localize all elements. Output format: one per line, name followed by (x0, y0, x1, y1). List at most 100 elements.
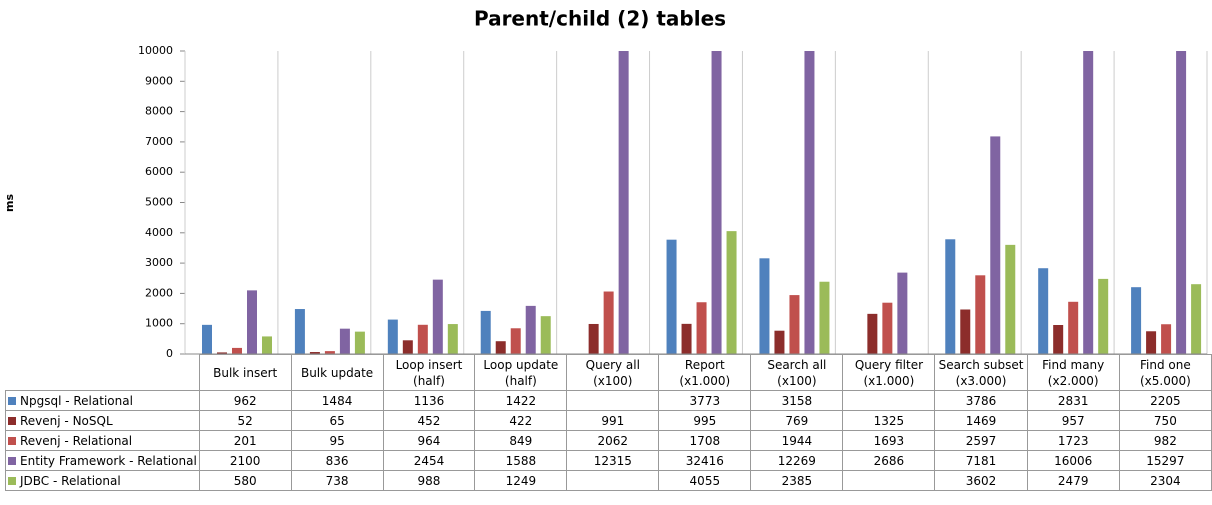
bar (1176, 51, 1187, 354)
bar (804, 51, 815, 354)
bar (1146, 331, 1157, 354)
legend-swatch (8, 437, 16, 445)
table-value: 1693 (842, 430, 936, 451)
bar (588, 323, 599, 354)
table-row: Revenj - Relational 201 95 964 849 2062 1708 19… (5, 430, 1212, 451)
y-tick-label: 9000 (145, 74, 173, 87)
table-value: 3158 (750, 390, 844, 411)
bar (882, 302, 893, 354)
table-value: 1484 (290, 390, 384, 411)
table-value: 1249 (474, 470, 568, 491)
table-value: 95 (290, 430, 384, 451)
bar (1131, 287, 1142, 354)
chart-title: Parent/child (2) tables (474, 7, 726, 31)
y-tick-label: 10000 (138, 44, 173, 57)
category-label: Search all (x100) (750, 354, 844, 391)
bar (819, 281, 830, 354)
table-value: 201 (198, 430, 292, 451)
bar (1005, 244, 1016, 354)
table-value: 52 (198, 410, 292, 431)
table-value: 1588 (474, 450, 568, 471)
table-value (566, 470, 660, 491)
category-label: Report (x1.000) (658, 354, 752, 391)
bar (525, 305, 536, 354)
table-value (842, 390, 936, 411)
table-value: 1723 (1026, 430, 1120, 451)
table-header-row: Bulk insert Bulk update Loop insert (half)… (6, 354, 1212, 391)
y-tick-label: 8000 (145, 105, 173, 118)
bar (510, 328, 521, 354)
bar (945, 239, 956, 354)
table-value: 7181 (934, 450, 1028, 471)
category-label: Find one (x5.000) (1118, 354, 1212, 391)
y-tick-label: 7000 (145, 135, 173, 148)
bar (666, 239, 677, 354)
bar (387, 319, 398, 354)
table-value: 3786 (934, 390, 1028, 411)
bar (432, 279, 443, 354)
table-value: 2062 (566, 430, 660, 451)
legend-entry: Entity Framework - Relational (5, 450, 200, 471)
table-value (566, 390, 660, 411)
data-table: Bulk insert Bulk update Loop insert (half)… (5, 354, 1212, 491)
bar (247, 290, 257, 354)
table-value: 982 (1118, 430, 1212, 451)
table-value: 1708 (658, 430, 752, 451)
bar (417, 324, 428, 354)
table-value: 65 (290, 410, 384, 431)
table-value: 16006 (1026, 450, 1120, 471)
y-tick-label: 2000 (145, 286, 173, 299)
bar (1161, 324, 1172, 354)
legend-label: Revenj - Relational (20, 433, 133, 448)
bar (324, 351, 335, 354)
category-label: Query all (x100) (566, 354, 660, 391)
bar (1053, 325, 1064, 354)
y-tick-label: 1000 (145, 317, 173, 330)
bar (447, 324, 458, 354)
table-value: 1325 (842, 410, 936, 431)
bar (217, 352, 227, 354)
table-value: 4055 (658, 470, 752, 491)
table-value: 836 (290, 450, 384, 471)
table-value: 2597 (934, 430, 1028, 451)
bar (402, 340, 413, 354)
bar (1191, 284, 1202, 354)
bar (354, 331, 365, 354)
bar (711, 51, 722, 354)
table-value: 2304 (1118, 470, 1212, 491)
table-value: 964 (382, 430, 476, 451)
y-tick-label: 0 (166, 347, 173, 360)
table-row: Npgsql - Relational 962 1484 1136 1422 3773 31… (5, 390, 1212, 411)
bar (262, 336, 272, 354)
bar (495, 341, 506, 354)
bar (897, 272, 908, 354)
bar (294, 309, 305, 354)
bar (1098, 278, 1109, 354)
legend-entry: Npgsql - Relational (5, 390, 200, 411)
bar (681, 323, 692, 354)
bar (540, 316, 551, 354)
category-label: Loop update (half) (474, 354, 568, 391)
legend-label: JDBC - Relational (20, 473, 121, 488)
legend-entry: Revenj - Relational (5, 430, 200, 451)
table-value: 2100 (198, 450, 292, 471)
table-row: JDBC - Relational 580 738 988 1249 4055 2385 36… (5, 470, 1212, 491)
table-value: 995 (658, 410, 752, 431)
bar (990, 136, 1001, 354)
bar (232, 347, 242, 354)
table-row: Revenj - NoSQL 52 65 452 422 991 995 769 1325 146… (5, 410, 1212, 431)
table-value: 962 (198, 390, 292, 411)
y-tick-label: 4000 (145, 226, 173, 239)
table-value: 2454 (382, 450, 476, 471)
bar (309, 352, 320, 354)
legend-label: Npgsql - Relational (20, 393, 133, 408)
table-value: 12315 (566, 450, 660, 471)
table-value: 849 (474, 430, 568, 451)
bars (202, 51, 1202, 354)
bar (603, 291, 614, 354)
table-value: 1469 (934, 410, 1028, 431)
table-value: 2479 (1026, 470, 1120, 491)
bar (1083, 51, 1094, 354)
